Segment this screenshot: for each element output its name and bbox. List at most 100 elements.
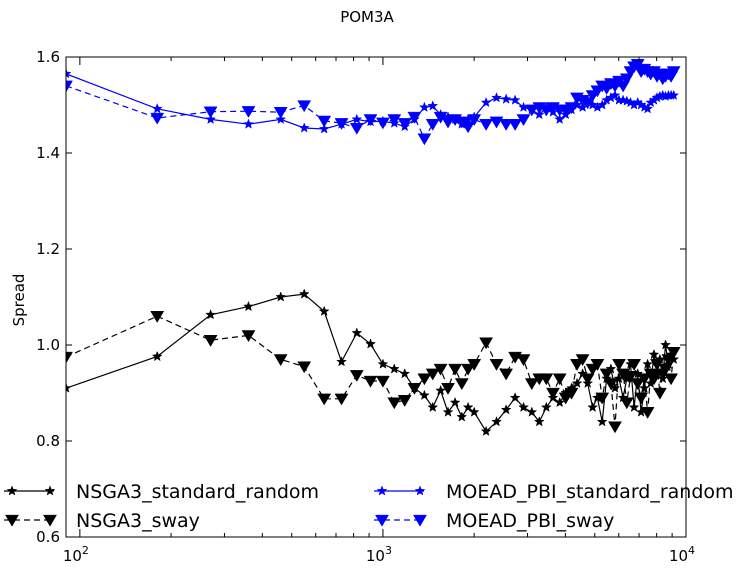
y-tick-label: 1.2 <box>36 240 60 258</box>
legend-marker <box>6 485 18 496</box>
data-point-NSGA3_standard_random <box>500 404 512 415</box>
data-point-NSGA3_sway <box>524 378 539 391</box>
data-point-NSGA3_standard_random <box>660 339 671 350</box>
data-point-NSGA3_standard_random <box>462 401 474 412</box>
data-point-NSGA3_standard_random <box>388 363 400 374</box>
chart-title: POM3A <box>340 8 394 26</box>
data-point-NSGA3_standard_random <box>571 377 583 388</box>
data-point-MOEAD_PBI_sway <box>425 119 440 131</box>
data-point-NSGA3_sway <box>608 421 622 434</box>
data-point-NSGA3_sway <box>661 354 676 367</box>
data-point-MOEAD_PBI_sway <box>499 119 514 131</box>
data-point-NSGA3_standard_random <box>596 416 608 427</box>
data-point-NSGA3_sway <box>612 359 626 371</box>
data-point-NSGA3_standard_random <box>336 356 347 367</box>
data-point-MOEAD_PBI_sway <box>441 116 455 129</box>
data-point-MOEAD_PBI_sway <box>397 118 412 130</box>
data-point-MOEAD_PBI_standard_random <box>275 113 287 124</box>
data-point-NSGA3_sway <box>441 383 455 395</box>
data-point-NSGA3_sway <box>433 363 448 376</box>
data-point-NSGA3_sway <box>546 387 560 400</box>
data-point-MOEAD_PBI_sway <box>297 100 312 113</box>
data-point-NSGA3_standard_random <box>318 305 330 316</box>
legend-marker <box>376 485 388 496</box>
data-point-MOEAD_PBI_sway <box>508 119 523 131</box>
y-axis-label: Spread <box>10 274 28 327</box>
data-point-NSGA3_standard_random <box>243 300 254 312</box>
data-point-NSGA3_standard_random <box>468 406 480 417</box>
data-point-MOEAD_PBI_standard_random <box>66 68 72 79</box>
data-point-NSGA3_sway <box>150 311 165 323</box>
data-point-MOEAD_PBI_standard_random <box>298 122 310 133</box>
data-point-MOEAD_PBI_sway <box>479 119 494 131</box>
data-point-MOEAD_PBI_standard_random <box>151 103 163 114</box>
data-point-NSGA3_standard_random <box>518 401 529 412</box>
data-point-NSGA3_sway <box>647 373 661 386</box>
data-point-NSGA3_standard_random <box>480 425 492 436</box>
data-point-NSGA3_standard_random <box>351 327 363 338</box>
data-point-NSGA3_standard_random <box>298 288 310 299</box>
data-point-MOEAD_PBI_standard_random <box>480 96 492 108</box>
y-tick-label: 1.4 <box>36 144 60 162</box>
legend-item-NSGA3_sway: NSGA3_sway <box>4 510 200 532</box>
legend-marker <box>375 514 389 527</box>
data-point-MOEAD_PBI_standard_random <box>509 94 521 105</box>
y-tick-label: 1.0 <box>36 336 60 354</box>
legend-label: NSGA3_standard_random <box>76 481 319 503</box>
plot-frame <box>65 56 687 538</box>
data-point-MOEAD_PBI_standard_random <box>243 118 254 129</box>
data-point-NSGA3_standard_random <box>648 348 660 360</box>
data-point-NSGA3_standard_random <box>587 401 599 412</box>
legend-item-NSGA3_standard_random: NSGA3_standard_random <box>4 481 319 503</box>
data-point-MOEAD_PBI_sway <box>666 66 681 79</box>
data-point-NSGA3_standard_random <box>427 401 439 412</box>
legend-label: NSGA3_sway <box>76 510 200 532</box>
data-point-NSGA3_standard_random <box>449 396 461 408</box>
data-point-MOEAD_PBI_sway <box>407 111 422 124</box>
data-point-MOEAD_PBI_standard_random <box>500 93 512 104</box>
series-NSGA3_standard_random <box>66 288 680 436</box>
data-point-NSGA3_sway <box>558 392 573 405</box>
x-tick-label: 102 <box>63 544 89 565</box>
data-point-NSGA3_sway <box>630 378 645 391</box>
data-point-MOEAD_PBI_sway <box>467 114 482 127</box>
data-point-MOEAD_PBI_standard_random <box>205 113 217 124</box>
data-point-MOEAD_PBI_standard_random <box>642 103 654 114</box>
data-point-MOEAD_PBI_sway <box>334 118 349 130</box>
data-point-NSGA3_standard_random <box>435 384 447 396</box>
data-point-NSGA3_sway <box>387 397 402 410</box>
data-point-NSGA3_sway <box>334 393 349 406</box>
data-point-MOEAD_PBI_standard_random <box>596 99 608 110</box>
data-point-MOEAD_PBI_standard_random <box>318 123 330 134</box>
axis-ticks: 0.6 0.8 1.0 1.2 1.4 1.6 102 103 104 <box>36 48 695 565</box>
data-point-NSGA3_sway <box>273 354 288 367</box>
data-point-MOEAD_PBI_sway <box>317 115 332 128</box>
data-point-NSGA3_standard_random <box>418 389 430 400</box>
data-point-MOEAD_PBI_sway <box>66 80 73 93</box>
data-point-NSGA3_sway <box>658 363 673 376</box>
data-point-NSGA3_sway <box>634 392 649 405</box>
data-point-NSGA3_sway <box>499 368 514 381</box>
legend-marker <box>414 485 426 496</box>
data-point-NSGA3_sway <box>454 378 469 391</box>
data-point-NSGA3_sway <box>590 359 605 371</box>
data-point-NSGA3_sway <box>552 373 567 386</box>
data-point-MOEAD_PBI_standard_random <box>351 113 363 124</box>
data-point-NSGA3_sway <box>564 387 579 400</box>
data-point-NSGA3_sway <box>66 351 73 364</box>
data-point-NSGA3_standard_random <box>540 401 552 412</box>
data-point-MOEAD_PBI_sway <box>349 122 364 135</box>
data-point-NSGA3_sway <box>375 375 390 388</box>
data-point-NSGA3_sway <box>652 387 667 400</box>
data-point-NSGA3_standard_random <box>642 358 654 369</box>
data-point-MOEAD_PBI_sway <box>524 104 539 117</box>
legend-item-MOEAD_PBI_standard_random: MOEAD_PBI_standard_random <box>374 481 734 503</box>
data-point-MOEAD_PBI_standard_random <box>418 101 430 112</box>
data-point-NSGA3_standard_random <box>491 416 502 427</box>
data-point-NSGA3_sway <box>349 370 364 382</box>
data-point-NSGA3_standard_random <box>205 309 217 320</box>
data-point-MOEAD_PBI_standard_random <box>491 92 502 103</box>
data-point-NSGA3_sway <box>241 330 256 343</box>
data-point-NSGA3_sway <box>448 363 463 376</box>
